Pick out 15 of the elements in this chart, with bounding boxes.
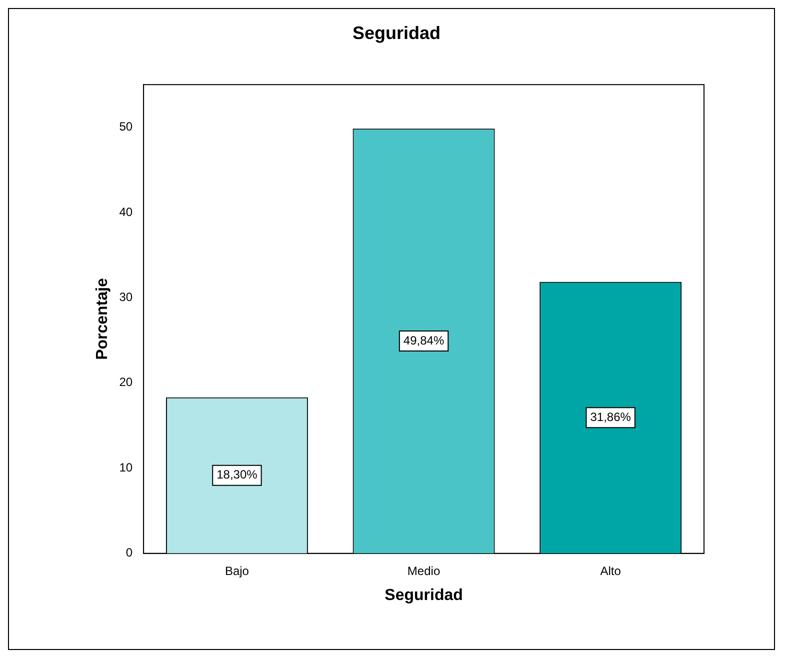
y-tick-label: 20 <box>119 375 133 390</box>
x-tick-label: Bajo <box>224 564 250 578</box>
chart-title: Seguridad <box>352 22 441 43</box>
x-tick-label: Medio <box>407 564 440 578</box>
x-tick-label: Alto <box>600 564 622 578</box>
y-tick-label: 40 <box>119 204 133 219</box>
y-tick-label: 50 <box>119 120 133 134</box>
y-tick-label: 30 <box>119 290 133 304</box>
y-tick-label: 0 <box>126 546 133 560</box>
y-tick-label: 10 <box>119 460 133 474</box>
x-axis-title: Seguridad <box>384 586 463 604</box>
y-axis-title: Porcentaje <box>94 278 112 360</box>
data-label: 49,84% <box>403 333 444 348</box>
data-label: 31,86% <box>590 410 632 424</box>
data-label: 18,30% <box>216 468 258 482</box>
